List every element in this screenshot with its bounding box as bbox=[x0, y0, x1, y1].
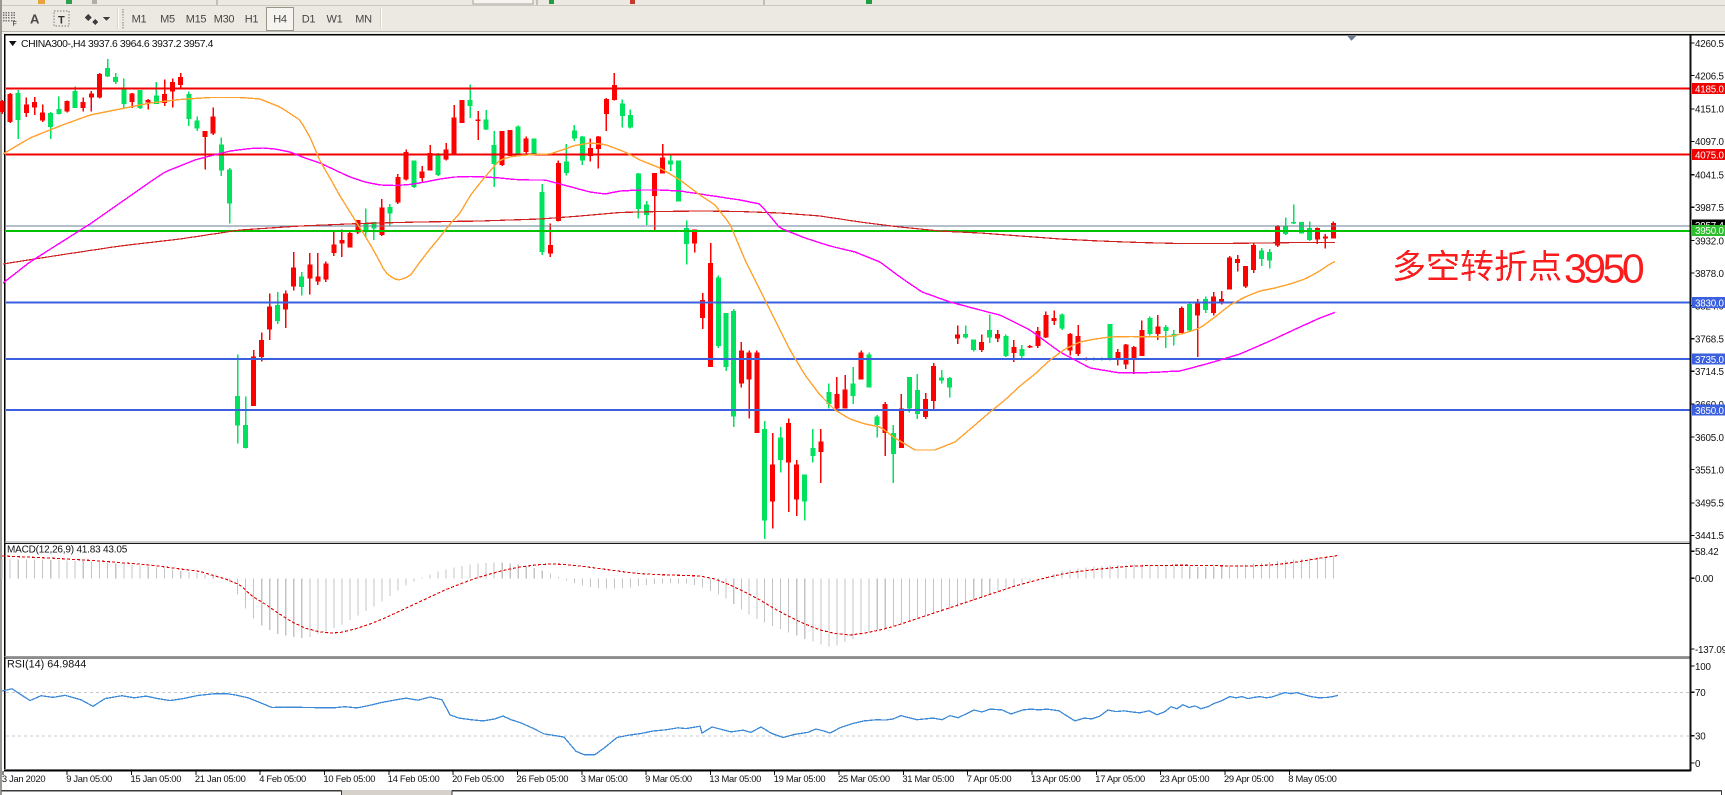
svg-text:3950.0: 3950.0 bbox=[1695, 226, 1725, 237]
svg-text:10 Feb 05:00: 10 Feb 05:00 bbox=[324, 773, 376, 784]
svg-text:F: F bbox=[13, 21, 17, 28]
svg-text:0: 0 bbox=[1695, 759, 1701, 770]
svg-text:-137.09: -137.09 bbox=[1695, 645, 1725, 656]
svg-text:0.00: 0.00 bbox=[1695, 574, 1714, 585]
svg-text:4075.0: 4075.0 bbox=[1695, 150, 1725, 161]
svg-text:3441.5: 3441.5 bbox=[1695, 531, 1725, 542]
svg-text:3 Mar 05:00: 3 Mar 05:00 bbox=[581, 773, 628, 784]
svg-text:MACD(12,26,9) 41.83 43.05: MACD(12,26,9) 41.83 43.05 bbox=[7, 545, 128, 556]
svg-text:30: 30 bbox=[1695, 732, 1706, 743]
svg-text:3878.0: 3878.0 bbox=[1695, 269, 1725, 280]
svg-text:25 Mar 05:00: 25 Mar 05:00 bbox=[838, 773, 890, 784]
svg-text:M30: M30 bbox=[214, 14, 235, 26]
svg-text:H4: H4 bbox=[273, 14, 287, 26]
svg-text:A: A bbox=[30, 12, 40, 27]
svg-text:15 Jan 05:00: 15 Jan 05:00 bbox=[131, 773, 182, 784]
svg-text:CHINA300-,H4 3937.6 3964.6 39: CHINA300-,H4 3937.6 3964.6 3937.2 3957.4 bbox=[21, 39, 214, 50]
svg-text:4206.5: 4206.5 bbox=[1695, 71, 1725, 82]
svg-text:4185.0: 4185.0 bbox=[1695, 84, 1725, 95]
svg-text:8 May 05:00: 8 May 05:00 bbox=[1288, 773, 1336, 784]
svg-text:4041.5: 4041.5 bbox=[1695, 171, 1725, 182]
svg-text:17 Apr 05:00: 17 Apr 05:00 bbox=[1095, 773, 1145, 784]
svg-text:4260.5: 4260.5 bbox=[1695, 39, 1725, 50]
svg-text:4097.0: 4097.0 bbox=[1695, 137, 1725, 148]
svg-text:20 Feb 05:00: 20 Feb 05:00 bbox=[452, 773, 504, 784]
svg-text:3830.0: 3830.0 bbox=[1695, 298, 1725, 309]
svg-text:23 Apr 05:00: 23 Apr 05:00 bbox=[1160, 773, 1210, 784]
svg-text:3768.5: 3768.5 bbox=[1695, 335, 1725, 346]
svg-text:9 Mar 05:00: 9 Mar 05:00 bbox=[645, 773, 692, 784]
svg-text:29 Apr 05:00: 29 Apr 05:00 bbox=[1224, 773, 1274, 784]
svg-text:3495.5: 3495.5 bbox=[1695, 499, 1725, 510]
svg-text:M5: M5 bbox=[160, 14, 175, 26]
svg-text:13 Apr 05:00: 13 Apr 05:00 bbox=[1031, 773, 1081, 784]
svg-text:3551.0: 3551.0 bbox=[1695, 465, 1725, 476]
svg-text:3650.0: 3650.0 bbox=[1695, 406, 1725, 417]
svg-text:31 Mar 05:00: 31 Mar 05:00 bbox=[902, 773, 954, 784]
svg-text:M1: M1 bbox=[132, 14, 147, 26]
svg-text:100: 100 bbox=[1695, 662, 1711, 673]
svg-text:4151.0: 4151.0 bbox=[1695, 105, 1725, 116]
svg-text:3605.0: 3605.0 bbox=[1695, 433, 1725, 444]
svg-text:13 Mar 05:00: 13 Mar 05:00 bbox=[709, 773, 761, 784]
svg-text:D1: D1 bbox=[302, 14, 316, 26]
svg-text:T: T bbox=[58, 15, 65, 27]
svg-text:3932.0: 3932.0 bbox=[1695, 236, 1725, 247]
svg-text:14 Feb 05:00: 14 Feb 05:00 bbox=[388, 773, 440, 784]
svg-text:M15: M15 bbox=[186, 14, 207, 26]
svg-text:3987.5: 3987.5 bbox=[1695, 203, 1725, 214]
svg-text:58.42: 58.42 bbox=[1695, 547, 1719, 558]
svg-text:3735.0: 3735.0 bbox=[1695, 355, 1725, 366]
svg-text:21 Jan 05:00: 21 Jan 05:00 bbox=[195, 773, 246, 784]
svg-text:7 Apr 05:00: 7 Apr 05:00 bbox=[967, 773, 1012, 784]
svg-text:H1: H1 bbox=[245, 14, 259, 26]
svg-text:26 Feb 05:00: 26 Feb 05:00 bbox=[517, 773, 569, 784]
svg-text:9 Jan 05:00: 9 Jan 05:00 bbox=[66, 773, 112, 784]
svg-text:70: 70 bbox=[1695, 688, 1706, 699]
svg-text:RSI(14) 64.9844: RSI(14) 64.9844 bbox=[7, 659, 86, 671]
svg-text:4 Feb 05:00: 4 Feb 05:00 bbox=[259, 773, 306, 784]
svg-text:19 Mar 05:00: 19 Mar 05:00 bbox=[774, 773, 826, 784]
svg-text:3714.5: 3714.5 bbox=[1695, 367, 1725, 378]
svg-text:3950: 3950 bbox=[1564, 245, 1644, 291]
svg-text:W1: W1 bbox=[327, 14, 343, 26]
svg-text:3 Jan 2020: 3 Jan 2020 bbox=[2, 773, 45, 784]
svg-text:MN: MN bbox=[355, 14, 372, 26]
